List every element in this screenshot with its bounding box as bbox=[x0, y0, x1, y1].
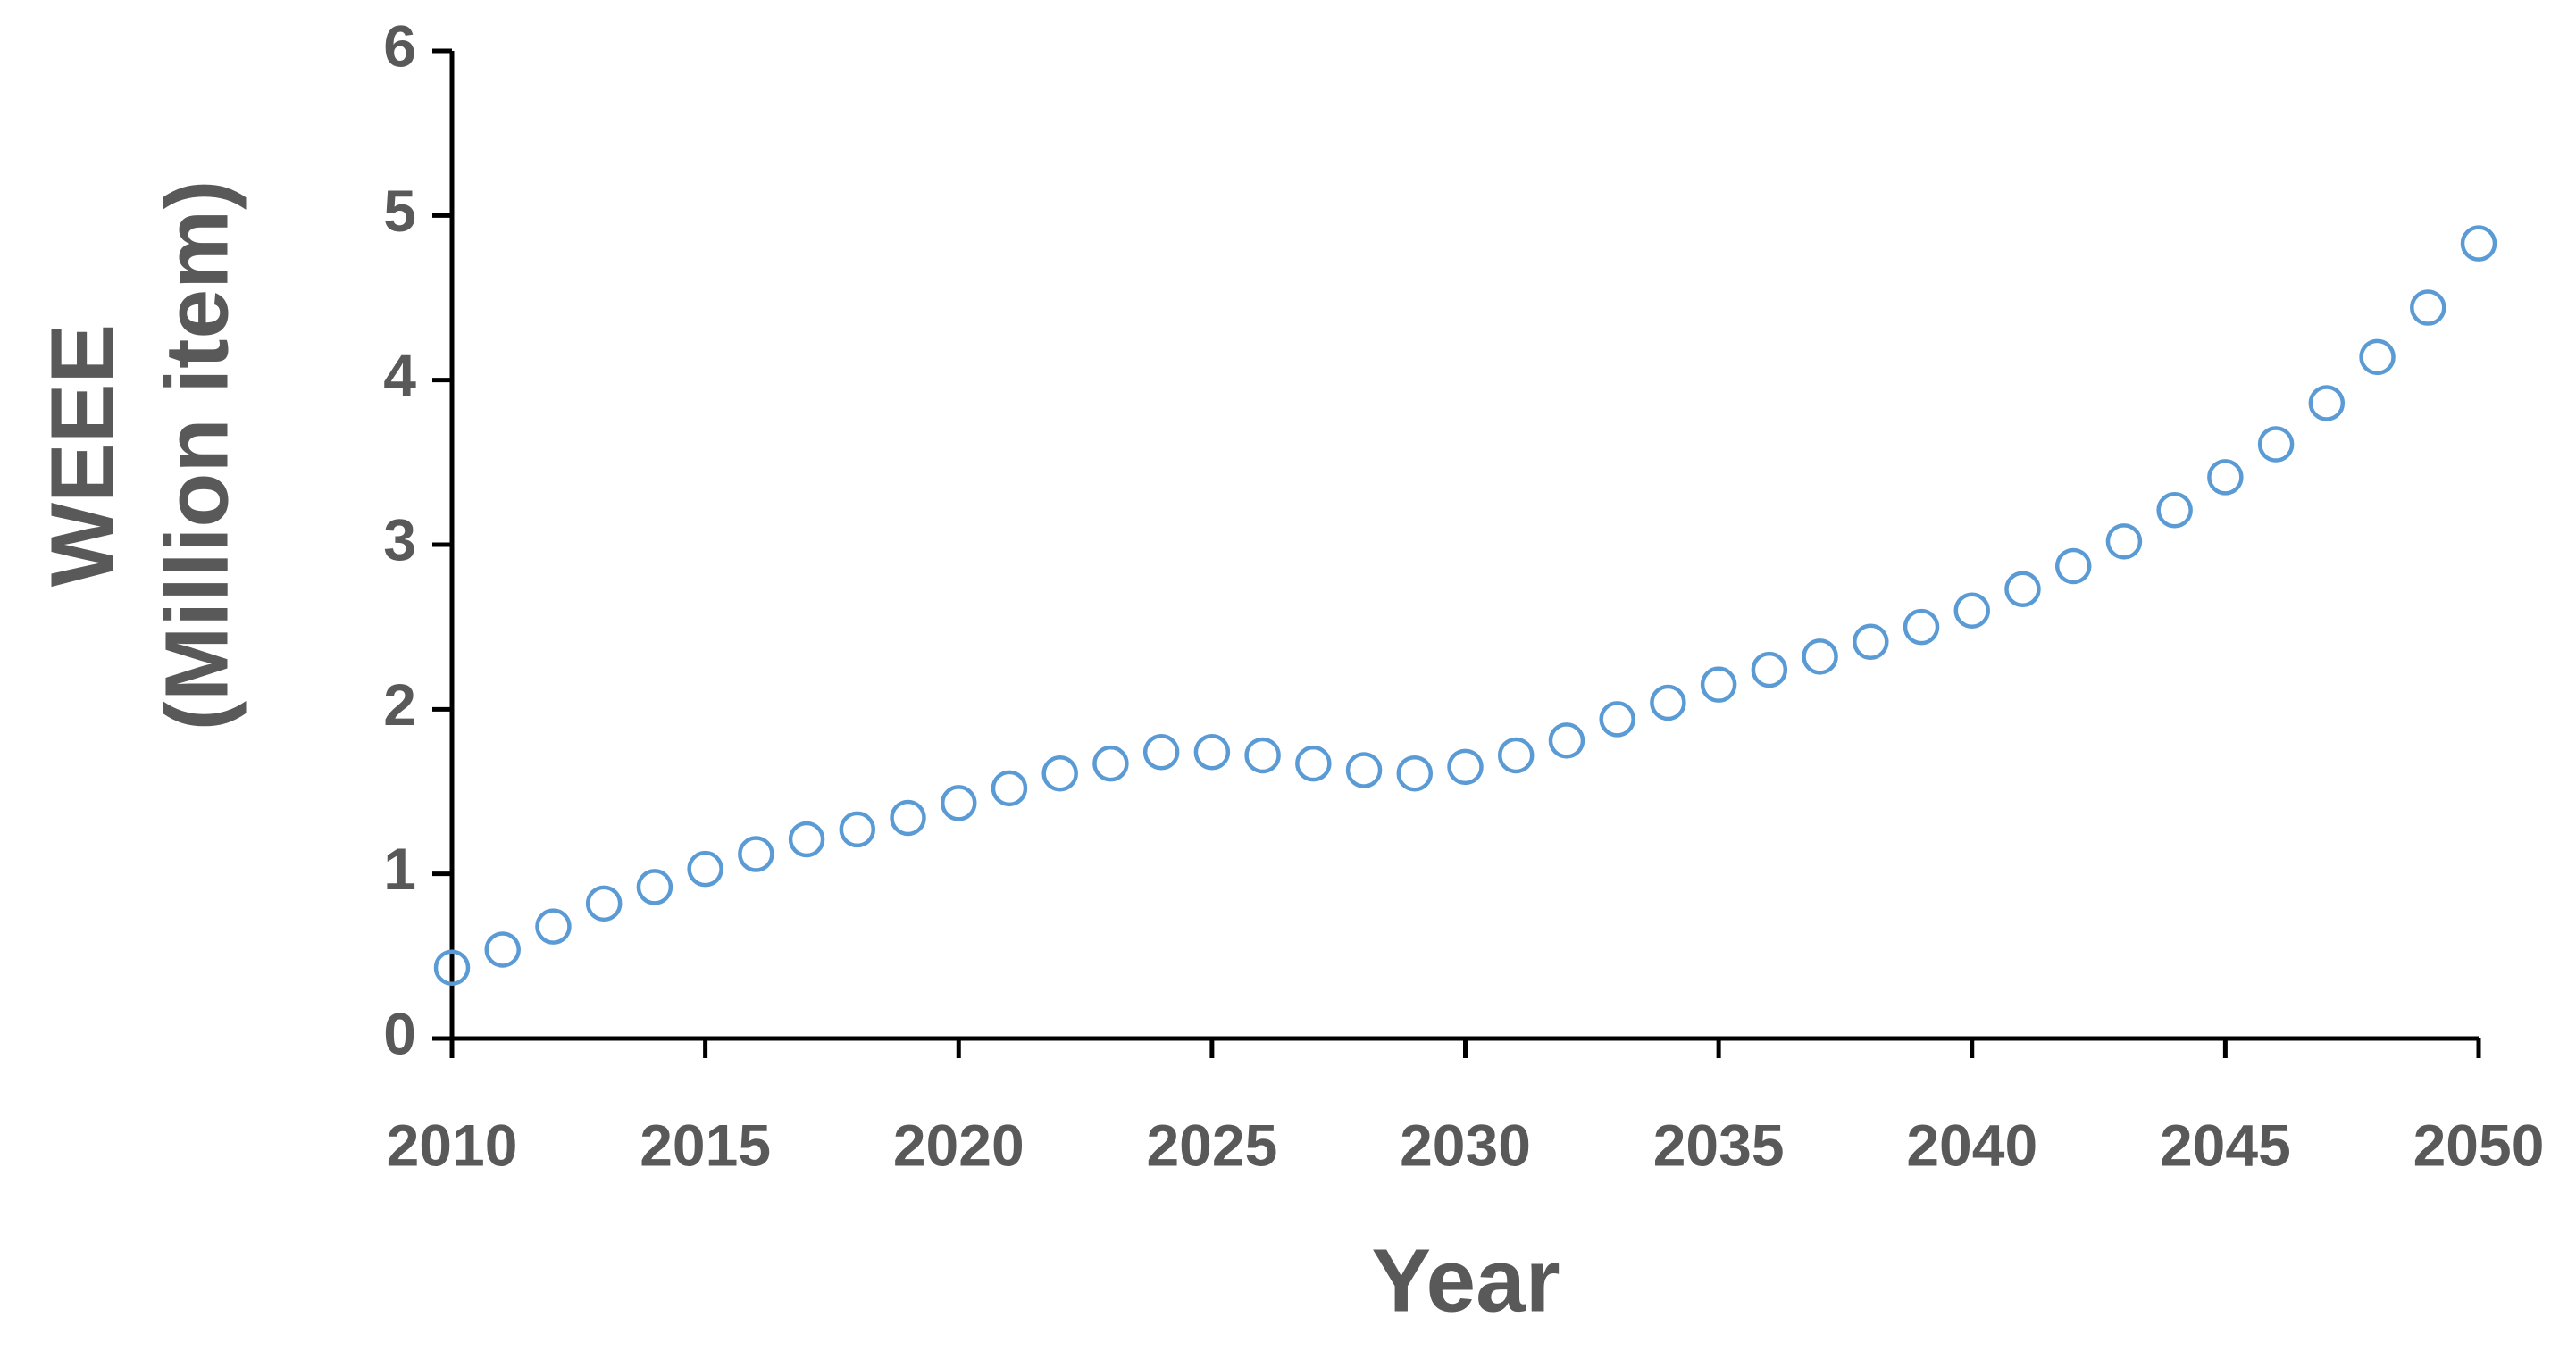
point bbox=[1041, 755, 1078, 792]
point bbox=[484, 931, 521, 968]
x-tick-label: 2030 bbox=[1400, 1112, 1531, 1178]
point bbox=[636, 869, 673, 905]
x-tick-label: 2020 bbox=[893, 1112, 1025, 1178]
point bbox=[1396, 755, 1434, 792]
point bbox=[1953, 592, 1990, 629]
point bbox=[433, 949, 471, 986]
point bbox=[2410, 289, 2446, 326]
x-tick-label: 2035 bbox=[1653, 1112, 1785, 1178]
point bbox=[1802, 638, 1838, 675]
x-tick-label: 2025 bbox=[1146, 1112, 1277, 1178]
point bbox=[535, 908, 572, 945]
point bbox=[839, 811, 876, 848]
x-tick-label: 2045 bbox=[2160, 1112, 2291, 1178]
point bbox=[890, 799, 926, 837]
point bbox=[687, 850, 723, 888]
point bbox=[2156, 492, 2193, 529]
x-tick-label: 2040 bbox=[1906, 1112, 2037, 1178]
point bbox=[2257, 426, 2295, 463]
point bbox=[2359, 338, 2396, 376]
point bbox=[991, 770, 1028, 807]
point bbox=[1497, 737, 1535, 774]
point bbox=[1853, 623, 1889, 661]
point bbox=[2460, 225, 2497, 262]
y-tick-label: 3 bbox=[383, 506, 416, 572]
y-tick-label: 4 bbox=[383, 342, 416, 408]
y-tick-label: 0 bbox=[383, 1000, 416, 1066]
point bbox=[738, 836, 774, 872]
point bbox=[1244, 737, 1281, 774]
y-axis-title: (Million item) bbox=[146, 180, 247, 731]
point bbox=[2004, 571, 2041, 608]
x-tick-label: 2050 bbox=[2413, 1112, 2545, 1178]
point bbox=[1599, 701, 1635, 738]
point bbox=[2054, 547, 2092, 585]
point bbox=[1751, 651, 1788, 688]
point bbox=[1447, 748, 1484, 786]
y-tick-label: 2 bbox=[383, 671, 416, 738]
point bbox=[2207, 459, 2244, 496]
point bbox=[1092, 745, 1129, 782]
point bbox=[1345, 752, 1383, 788]
y-axis-title: WEEE bbox=[32, 324, 132, 587]
point bbox=[2105, 523, 2143, 560]
point bbox=[2308, 385, 2346, 421]
point bbox=[1548, 722, 1585, 759]
x-tick-label: 2015 bbox=[640, 1112, 771, 1178]
point bbox=[1142, 734, 1180, 771]
point bbox=[1903, 608, 1940, 646]
point bbox=[585, 885, 623, 922]
y-tick-label: 6 bbox=[383, 13, 416, 79]
point bbox=[1650, 684, 1686, 721]
point bbox=[1700, 666, 1737, 703]
point bbox=[1295, 745, 1332, 782]
y-tick-label: 1 bbox=[383, 836, 416, 902]
point bbox=[941, 785, 977, 821]
y-tick-label: 5 bbox=[383, 178, 416, 244]
x-tick-label: 2010 bbox=[387, 1112, 518, 1178]
x-axis-title: Year bbox=[1371, 1230, 1560, 1330]
point bbox=[1193, 734, 1231, 771]
point bbox=[788, 821, 825, 858]
